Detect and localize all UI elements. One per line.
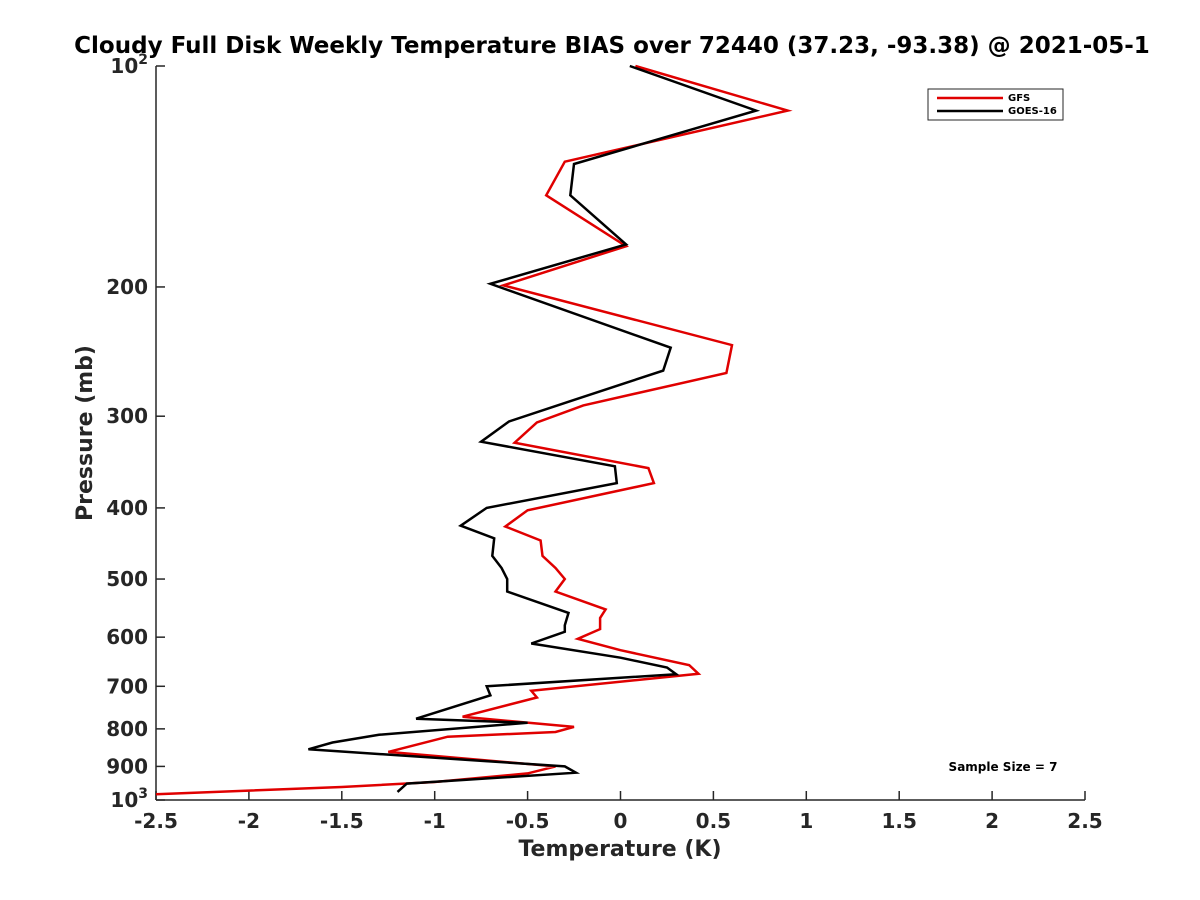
- y-tick-label: 900: [106, 754, 148, 778]
- chart-title: Cloudy Full Disk Weekly Temperature BIAS…: [74, 33, 1150, 59]
- x-tick-label: -1.5: [320, 809, 364, 833]
- y-tick-label: 103: [110, 786, 148, 812]
- x-tick-label: 2.5: [1067, 809, 1102, 833]
- x-ticks: -2.5 -2 -1.5 -1 -0.5 0 0.5 1 1.5 2 2.5: [134, 791, 1103, 833]
- x-tick-label: -2: [238, 809, 260, 833]
- y-ticks: 102 200 300 400 500 600 700 800 900 103: [106, 52, 165, 812]
- y-tick-label: 700: [106, 674, 148, 698]
- plot-frame: [155, 66, 1085, 801]
- x-tick-label: 1.5: [881, 809, 916, 833]
- y-tick-label: 500: [106, 567, 148, 591]
- series-lines: [155, 64, 793, 796]
- x-tick-label: -0.5: [506, 809, 550, 833]
- x-tick-label: -2.5: [134, 809, 178, 833]
- series-line-goes16: [308, 64, 761, 793]
- y-axis-label: Pressure (mb): [73, 345, 98, 521]
- legend-box: [927, 88, 1064, 121]
- legend: GFS GOES-16: [927, 88, 1064, 121]
- y-tick-label: 600: [106, 625, 148, 649]
- y-tick-label: 400: [106, 496, 148, 520]
- y-tick-label: 200: [106, 275, 148, 299]
- x-tick-label: 0: [614, 809, 628, 833]
- x-tick-label: 2: [985, 809, 999, 833]
- x-tick-label: -1: [424, 809, 446, 833]
- legend-label-goes16: GOES-16: [1008, 106, 1057, 117]
- x-axis-label: Temperature (K): [518, 837, 721, 862]
- legend-label-gfs: GFS: [1008, 93, 1030, 104]
- y-tick-label: 300: [106, 404, 148, 428]
- y-tick-label: 800: [106, 717, 148, 741]
- x-tick-label: 0.5: [696, 809, 731, 833]
- series-line-gfs: [155, 64, 793, 796]
- x-tick-label: 1: [799, 809, 813, 833]
- sample-size-annotation: Sample Size = 7: [949, 760, 1058, 774]
- y-tick-label: 102: [110, 52, 148, 78]
